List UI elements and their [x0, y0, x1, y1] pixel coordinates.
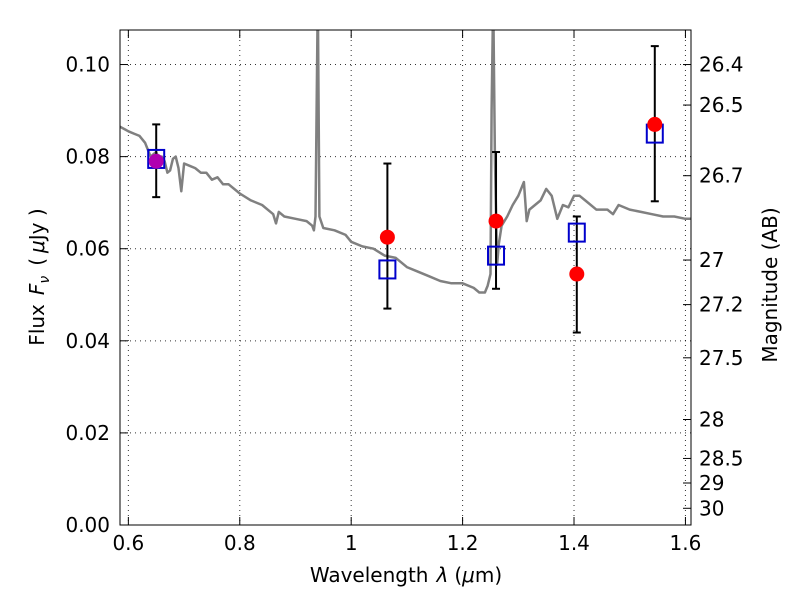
x-axis-ticks: 0.6 0.8 1 1.2 1.4 1.6 — [112, 30, 701, 555]
x-axis-label: Wavelength λ (μm) — [310, 563, 502, 587]
magnitude-tick-label: 30 — [699, 496, 724, 520]
model-photometry-square — [567, 222, 586, 243]
magnitude-tick-label: 26.5 — [699, 93, 744, 117]
axes — [119, 29, 692, 526]
x-tick-label: 1.2 — [447, 531, 479, 555]
observed-flux-point — [569, 266, 585, 282]
y-tick-label: 0.08 — [65, 145, 110, 169]
magnitude-tick-label: 28.5 — [699, 446, 744, 470]
observed-flux-point — [148, 153, 164, 169]
x-tick-label: 1 — [345, 531, 358, 555]
x-tick-label: 0.6 — [112, 531, 144, 555]
y-tick-label: 0.04 — [65, 329, 110, 353]
plot-frame — [119, 29, 692, 526]
y-tick-label: 0.06 — [65, 237, 110, 261]
x-tick-label: 0.8 — [224, 531, 256, 555]
y-tick-label: 0.10 — [65, 53, 110, 77]
x-tick-label: 1.4 — [558, 531, 590, 555]
x-tick-label: 1.6 — [670, 531, 702, 555]
model-photometry-square — [487, 245, 506, 266]
magnitude-axis-label: Magnitude (AB) — [758, 207, 782, 362]
y-tick-label: 0.02 — [65, 421, 110, 445]
magnitude-tick-label: 27 — [699, 248, 724, 272]
observed-flux-point — [488, 213, 504, 229]
y-axis-ticks: 0.00 0.02 0.04 0.06 0.08 0.10 — [65, 53, 128, 537]
magnitude-tick-label: 26.7 — [699, 164, 744, 188]
y-tick-label: 0.00 — [65, 513, 110, 537]
plot-area — [120, 30, 691, 334]
model-spectrum-line — [120, 30, 691, 294]
model-photometry-square — [378, 259, 397, 280]
observed-flux-point — [379, 229, 395, 245]
observed-flux-point — [647, 116, 663, 132]
magnitude-tick-label: 28 — [699, 408, 724, 432]
magnitude-tick-label: 27.2 — [699, 293, 744, 317]
y-axis-label: FluxFν(μJy ) — [25, 208, 53, 345]
magnitude-tick-label: 27.5 — [699, 346, 744, 370]
magnitude-tick-label: 29 — [699, 471, 724, 495]
magnitude-tick-label: 26.4 — [699, 53, 744, 77]
